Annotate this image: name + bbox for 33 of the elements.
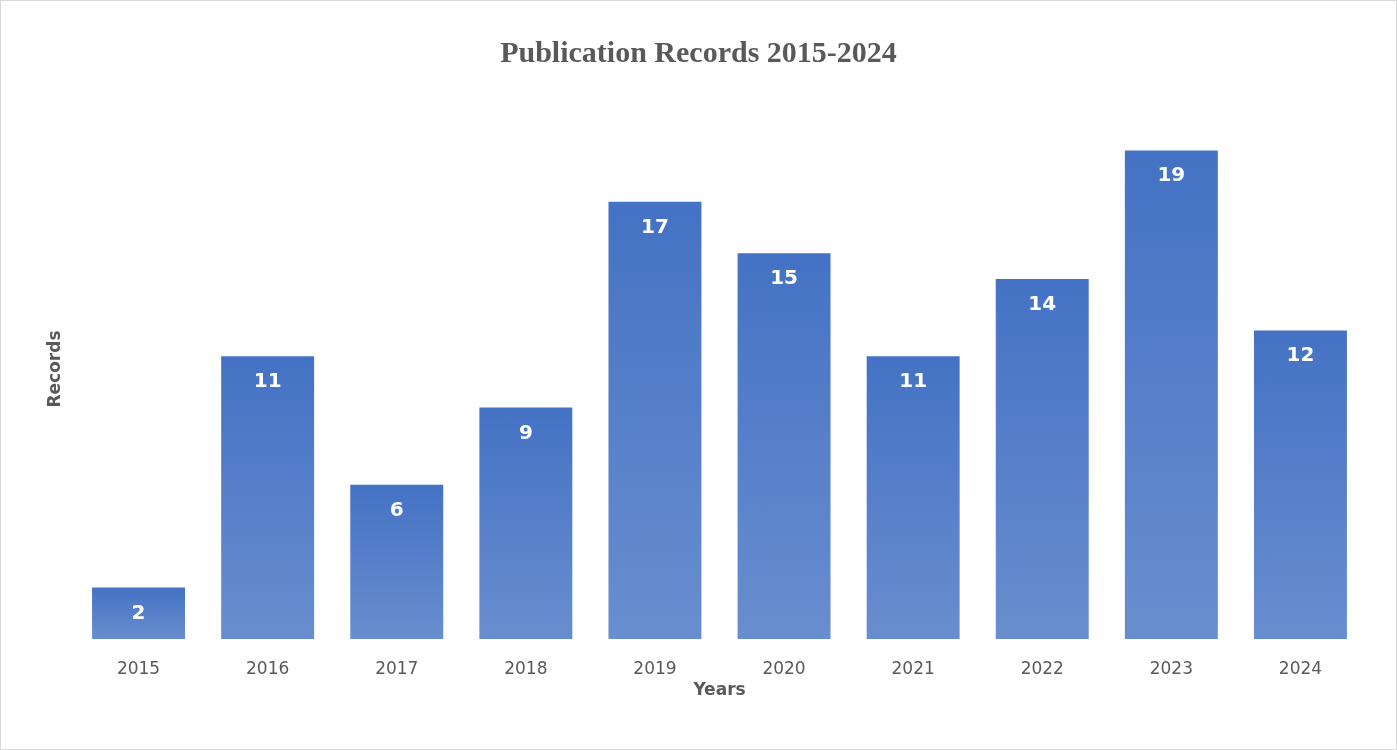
data-label: 19 <box>1157 162 1186 187</box>
x-axis-title: Years <box>692 679 746 700</box>
x-tick-label: 2023 <box>1149 657 1193 678</box>
bar <box>1124 150 1218 639</box>
x-tick-label: 2021 <box>891 657 935 678</box>
data-label: 2 <box>131 599 146 624</box>
bar <box>1253 330 1347 639</box>
bar <box>995 279 1089 639</box>
bar <box>350 484 444 639</box>
x-tick-label: 2019 <box>633 657 677 678</box>
bar <box>479 407 573 639</box>
x-tick-label: 2017 <box>375 657 419 678</box>
data-label: 6 <box>389 496 404 521</box>
data-label: 12 <box>1286 342 1315 367</box>
data-label: 11 <box>899 368 928 393</box>
x-tick-label: 2015 <box>116 657 161 678</box>
data-label: 11 <box>253 368 282 393</box>
bar <box>92 587 186 639</box>
data-label: 15 <box>770 265 798 290</box>
bar <box>608 201 702 639</box>
bar <box>221 356 315 639</box>
data-label: 9 <box>518 419 533 444</box>
bar <box>737 253 831 639</box>
bar <box>866 356 960 639</box>
x-tick-label: 2020 <box>762 657 806 678</box>
chart-title: Publication Records 2015-2024 <box>500 34 897 68</box>
x-tick-label: 2018 <box>504 657 548 678</box>
x-tick-label: 2016 <box>246 657 290 678</box>
data-label: 14 <box>1028 291 1057 315</box>
x-tick-label: 2024 <box>1278 657 1323 678</box>
y-axis-title: Records <box>43 330 64 408</box>
x-tick-label: 2022 <box>1020 657 1064 678</box>
data-label: 17 <box>641 213 669 238</box>
